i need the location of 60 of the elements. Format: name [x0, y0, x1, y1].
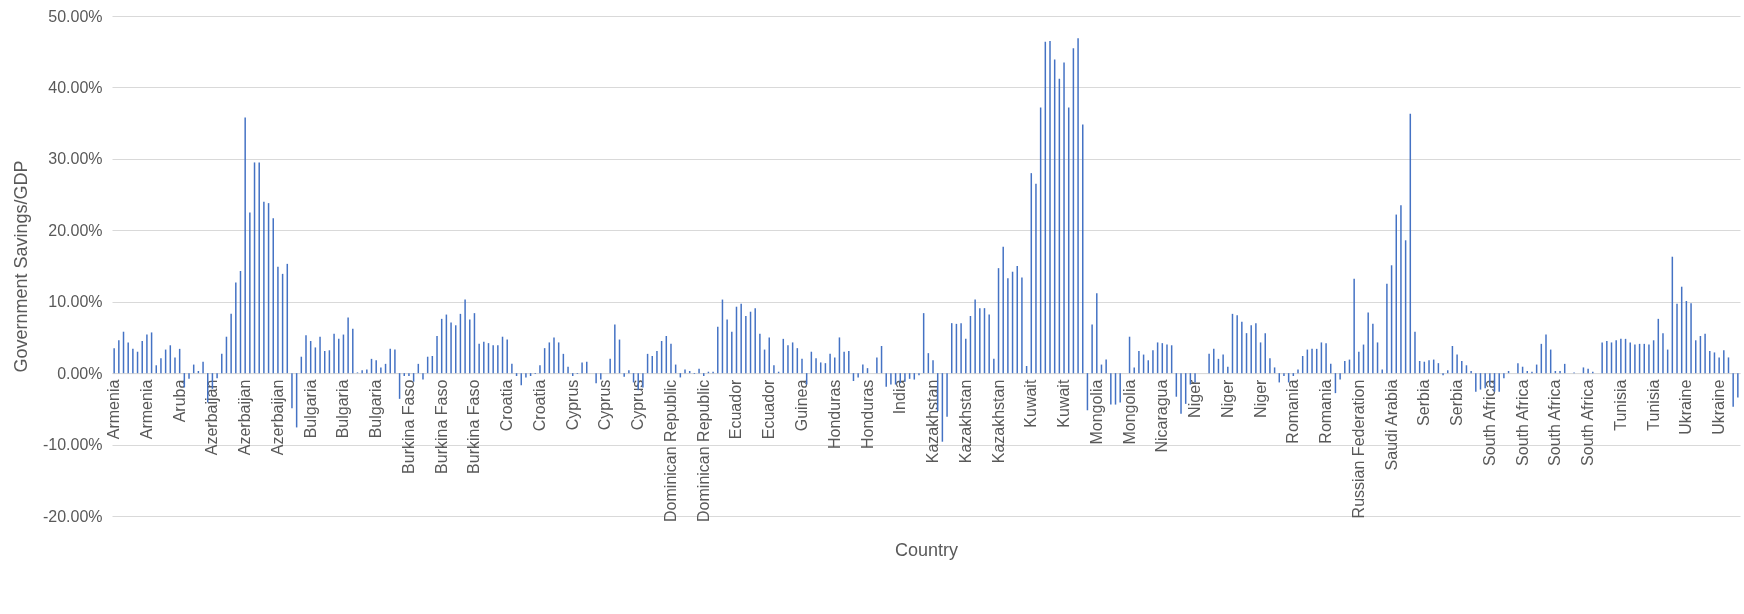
- y-tick-label: 0.00%: [57, 364, 103, 382]
- x-tick-label: Azerbaijan: [236, 379, 254, 456]
- x-tick-label: Burkina Faso: [465, 379, 483, 474]
- x-tick-label: Kuwait: [1022, 379, 1040, 428]
- y-tick-label: -10.00%: [42, 436, 103, 454]
- x-tick-label: Ecuador: [727, 378, 745, 440]
- x-tick-label: Croatia: [530, 379, 548, 432]
- x-tick-label: Honduras: [858, 379, 876, 450]
- y-tick-label: 10.00%: [48, 293, 103, 311]
- x-tick-label: Russian Federation: [1349, 379, 1367, 519]
- x-tick-label: Cyprus: [629, 379, 647, 431]
- x-tick-label: Serbia: [1415, 379, 1433, 426]
- x-tick-label: Guinea: [793, 379, 810, 432]
- x-tick-label: Azerbaijan: [268, 379, 286, 456]
- y-tick-label: 30.00%: [48, 150, 103, 168]
- x-tick-label: Romania: [1284, 379, 1302, 444]
- x-tick-label: Niger: [1186, 378, 1204, 418]
- x-tick-label: Ecuador: [760, 378, 778, 440]
- x-tick-label: Romania: [1317, 379, 1335, 444]
- x-tick-label: Kazakhstan: [924, 379, 942, 464]
- x-tick-label: Niger: [1218, 378, 1236, 418]
- x-tick-label: South Africa: [1513, 379, 1531, 466]
- x-tick-label: South Africa: [1546, 379, 1564, 466]
- x-tick-label: Armenia: [137, 379, 155, 440]
- x-tick-label: South Africa: [1579, 379, 1597, 466]
- x-tick-label: Burkina Faso: [399, 379, 417, 474]
- x-tick-label: Honduras: [825, 379, 843, 450]
- x-tick-label: Dominican Republic: [694, 379, 712, 522]
- y-tick-label: -20.00%: [42, 507, 103, 525]
- x-tick-label: Ukraine: [1710, 379, 1728, 435]
- y-tick-label: 50.00%: [48, 7, 103, 25]
- x-tick-label: Dominican Republic: [661, 379, 679, 522]
- x-tick-label: India: [891, 379, 909, 415]
- x-tick-label: Ukraine: [1677, 379, 1695, 435]
- x-tick-label: Mongolia: [1120, 379, 1138, 445]
- x-tick-label: Mongolia: [1087, 379, 1105, 445]
- x-tick-label: Burkina Faso: [432, 379, 450, 474]
- x-tick-label: Aruba: [170, 379, 188, 423]
- x-tick-label: Kazakhstan: [956, 379, 974, 464]
- x-tick-label: Cyprus: [563, 379, 581, 431]
- x-tick-label: South Africa: [1480, 379, 1498, 466]
- x-tick-label: Bulgaria: [367, 379, 385, 439]
- x-tick-label: Armenia: [105, 379, 123, 440]
- x-tick-label: Niger: [1251, 378, 1269, 418]
- x-tick-label: Cyprus: [596, 379, 614, 431]
- x-tick-label: Kuwait: [1055, 379, 1073, 428]
- x-tick-label: Saudi Arabia: [1382, 379, 1400, 471]
- x-tick-label: Azerbaijan: [203, 379, 221, 456]
- x-tick-label: Kazakhstan: [989, 379, 1007, 464]
- x-tick-label: Tunisia: [1644, 379, 1662, 431]
- x-tick-label: Bulgaria: [301, 379, 319, 439]
- x-tick-label: Nicaragua: [1153, 379, 1171, 453]
- x-axis-title: Country: [894, 539, 959, 560]
- x-tick-label: Croatia: [498, 379, 516, 432]
- y-tick-label: 20.00%: [48, 221, 103, 239]
- y-axis-title: Government Savings/GDP: [10, 160, 31, 373]
- x-tick-label: Tunisia: [1611, 379, 1629, 431]
- x-tick-label: Serbia: [1448, 379, 1466, 426]
- y-tick-label: 40.00%: [48, 78, 103, 96]
- x-tick-label: Bulgaria: [334, 379, 352, 439]
